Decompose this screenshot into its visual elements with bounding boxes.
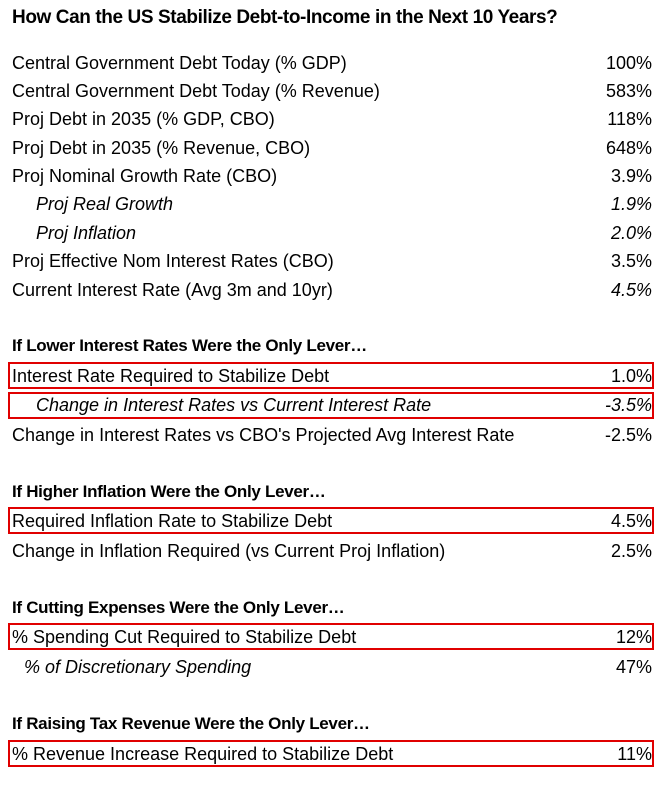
row-value: -2.5% bbox=[604, 425, 652, 445]
row-label: Proj Nominal Growth Rate (CBO) bbox=[12, 166, 278, 186]
row-value: -3.5% bbox=[604, 395, 652, 415]
row-label: Central Government Debt Today (% Revenue… bbox=[12, 81, 380, 101]
highlight-box bbox=[8, 623, 654, 650]
row-label: Interest Rate Required to Stabilize Debt bbox=[12, 366, 330, 386]
row-value: 4.5% bbox=[610, 511, 652, 531]
row-label: Change in Inflation Required (vs Current… bbox=[12, 541, 446, 561]
row-value: 583% bbox=[605, 81, 652, 101]
row-value: 2.5% bbox=[610, 541, 652, 561]
row-current-interest: Current Interest Rate (Avg 3m and 10yr) … bbox=[12, 276, 652, 304]
highlight-box bbox=[8, 362, 654, 389]
row-label: Proj Debt in 2035 (% Revenue, CBO) bbox=[12, 138, 311, 158]
row-revenue-increase: % Revenue Increase Required to Stabilize… bbox=[12, 740, 652, 768]
row-value: 648% bbox=[605, 138, 652, 158]
row-label: Current Interest Rate (Avg 3m and 10yr) bbox=[12, 280, 333, 300]
page-title: How Can the US Stabilize Debt-to-Income … bbox=[12, 7, 558, 28]
row-value: 1.9% bbox=[610, 194, 652, 214]
row-debt-gdp: Central Government Debt Today (% GDP) 10… bbox=[12, 49, 652, 77]
row-value: 47% bbox=[615, 657, 652, 677]
row-effective-interest: Proj Effective Nom Interest Rates (CBO) … bbox=[12, 247, 652, 275]
row-label: Change in Interest Rates vs CBO's Projec… bbox=[12, 425, 515, 445]
section-heading-interest: If Lower Interest Rates Were the Only Le… bbox=[12, 336, 367, 355]
row-proj-debt-gdp: Proj Debt in 2035 (% GDP, CBO) 118% bbox=[12, 105, 652, 133]
row-value: 118% bbox=[607, 109, 652, 129]
row-label: % Revenue Increase Required to Stabilize… bbox=[12, 744, 394, 764]
row-label: Proj Effective Nom Interest Rates (CBO) bbox=[12, 251, 334, 271]
section-heading-inflation: If Higher Inflation Were the Only Lever… bbox=[12, 482, 326, 501]
row-value: 12% bbox=[615, 627, 652, 647]
row-value: 100% bbox=[605, 53, 652, 73]
row-spending-cut: % Spending Cut Required to Stabilize Deb… bbox=[12, 623, 652, 651]
row-value: 11% bbox=[617, 744, 652, 764]
row-required-inflation: Required Inflation Rate to Stabilize Deb… bbox=[12, 507, 652, 535]
row-value: 4.5% bbox=[610, 280, 652, 300]
row-change-inflation: Change in Inflation Required (vs Current… bbox=[12, 537, 652, 565]
row-label: Central Government Debt Today (% GDP) bbox=[12, 53, 347, 73]
row-real-growth: Proj Real Growth 1.9% bbox=[12, 190, 652, 218]
row-required-interest: Interest Rate Required to Stabilize Debt… bbox=[12, 362, 652, 390]
row-value: 2.0% bbox=[610, 223, 652, 243]
row-value: 3.5% bbox=[610, 251, 652, 271]
row-label: Proj Real Growth bbox=[36, 194, 174, 214]
row-change-interest-current: Change in Interest Rates vs Current Inte… bbox=[12, 391, 652, 419]
row-change-interest-cbo: Change in Interest Rates vs CBO's Projec… bbox=[12, 421, 652, 449]
row-value: 1.0% bbox=[610, 366, 652, 386]
row-label: Change in Interest Rates vs Current Inte… bbox=[36, 395, 432, 415]
section-heading-expenses: If Cutting Expenses Were the Only Lever… bbox=[12, 598, 345, 617]
row-nominal-growth: Proj Nominal Growth Rate (CBO) 3.9% bbox=[12, 162, 652, 190]
row-label: Proj Debt in 2035 (% GDP, CBO) bbox=[12, 109, 275, 129]
highlight-box bbox=[8, 392, 654, 419]
row-proj-debt-revenue: Proj Debt in 2035 (% Revenue, CBO) 648% bbox=[12, 134, 652, 162]
row-debt-revenue: Central Government Debt Today (% Revenue… bbox=[12, 77, 652, 105]
row-value: 3.9% bbox=[610, 166, 652, 186]
row-discretionary: % of Discretionary Spending 47% bbox=[12, 653, 652, 681]
row-label: % Spending Cut Required to Stabilize Deb… bbox=[12, 627, 357, 647]
row-label: Required Inflation Rate to Stabilize Deb… bbox=[12, 511, 333, 531]
section-heading-tax: If Raising Tax Revenue Were the Only Lev… bbox=[12, 714, 370, 733]
row-label: % of Discretionary Spending bbox=[24, 657, 252, 677]
highlight-box bbox=[8, 740, 654, 767]
highlight-box bbox=[8, 507, 654, 534]
row-label: Proj Inflation bbox=[36, 223, 137, 243]
row-inflation: Proj Inflation 2.0% bbox=[12, 219, 652, 247]
